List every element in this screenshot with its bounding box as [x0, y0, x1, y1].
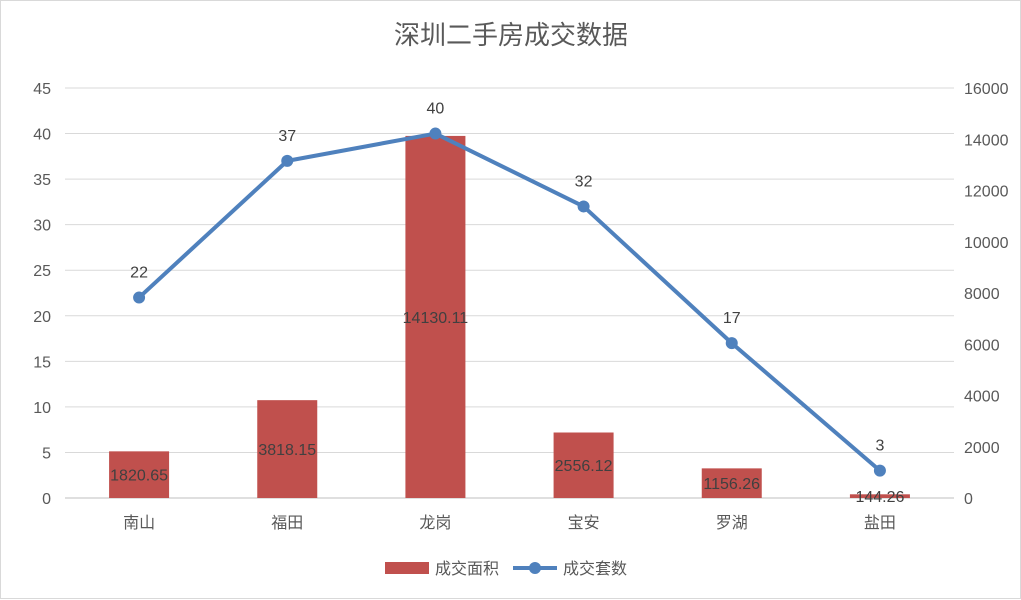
legend: 成交面积 成交套数 — [385, 559, 627, 578]
line-data-label: 22 — [130, 265, 148, 282]
category-label: 罗湖 — [716, 513, 748, 532]
bar-data-label: 3818.15 — [258, 442, 316, 459]
legend-marker-line — [529, 562, 541, 574]
line-point — [133, 291, 146, 304]
category-label: 盐田 — [864, 513, 896, 532]
bar-data-labels: 1820.65 3818.15 14130.11 2556.12 1156.26 144.… — [110, 310, 904, 506]
category-label: 宝安 — [568, 513, 600, 532]
gridlines — [65, 87, 954, 499]
right-axis-tick-label: 14000 — [964, 132, 1009, 149]
left-axis-tick-label: 5 — [42, 445, 51, 462]
series-line — [137, 131, 882, 473]
right-axis-tick-label: 0 — [964, 491, 973, 508]
right-axis-ticks: 0 2000 4000 6000 8000 10000 12000 14000 16000 — [964, 81, 1009, 508]
line-data-label: 3 — [875, 438, 884, 455]
category-label: 福田 — [271, 513, 303, 532]
bar-data-label: 1820.65 — [110, 468, 168, 485]
chart-title: 深圳二手房成交数据 — [394, 21, 628, 51]
right-axis-tick-label: 6000 — [964, 337, 1000, 354]
left-axis-ticks: 0 5 10 15 20 25 30 35 40 45 — [33, 81, 51, 508]
line-point — [725, 337, 738, 350]
line-data-label: 17 — [723, 310, 741, 327]
right-axis-tick-label: 12000 — [964, 184, 1009, 201]
left-axis-tick-label: 45 — [33, 81, 51, 98]
right-axis-tick-label: 8000 — [964, 286, 1000, 303]
bar-data-label: 2556.12 — [555, 458, 613, 475]
right-axis-tick-label: 10000 — [964, 235, 1009, 252]
line-data-label: 37 — [278, 128, 296, 145]
bar-data-label: 14130.11 — [403, 310, 469, 327]
right-axis-tick-label: 4000 — [964, 389, 1000, 406]
bar-data-label: 1156.26 — [703, 476, 760, 493]
left-axis-tick-label: 40 — [33, 127, 51, 144]
line-data-labels: 22 37 40 32 17 3 — [130, 101, 884, 455]
left-axis-tick-label: 0 — [42, 491, 51, 508]
line-point — [577, 200, 590, 213]
bar — [405, 135, 466, 498]
bar — [701, 468, 762, 498]
left-axis-tick-label: 20 — [33, 309, 51, 326]
bar-series — [109, 135, 910, 498]
left-axis-tick-label: 25 — [33, 263, 51, 280]
category-label: 龙岗 — [419, 513, 451, 532]
legend-swatch-bar — [385, 562, 429, 574]
legend-label-bar: 成交面积 — [435, 559, 499, 578]
left-axis-tick-label: 10 — [33, 400, 51, 417]
left-axis-tick-label: 15 — [33, 354, 51, 371]
category-label: 南山 — [123, 513, 155, 532]
line-data-label: 32 — [575, 173, 593, 190]
legend-label-line: 成交套数 — [563, 559, 627, 578]
line-series — [133, 127, 886, 477]
line-point — [873, 464, 886, 477]
bar — [849, 494, 910, 498]
line-point — [429, 127, 442, 140]
right-axis-tick-label: 2000 — [964, 440, 1000, 457]
left-axis-tick-label: 30 — [33, 218, 51, 235]
category-axis-labels: 南山 福田 龙岗 宝安 罗湖 盐田 — [123, 513, 896, 532]
bar-data-label: 144.26 — [855, 489, 904, 506]
bar — [109, 451, 170, 498]
line-point — [281, 154, 294, 167]
bar — [553, 432, 614, 498]
right-axis-tick-label: 16000 — [964, 81, 1009, 98]
bar — [257, 400, 318, 498]
line-data-label: 40 — [427, 101, 445, 118]
left-axis-tick-label: 35 — [33, 172, 51, 189]
